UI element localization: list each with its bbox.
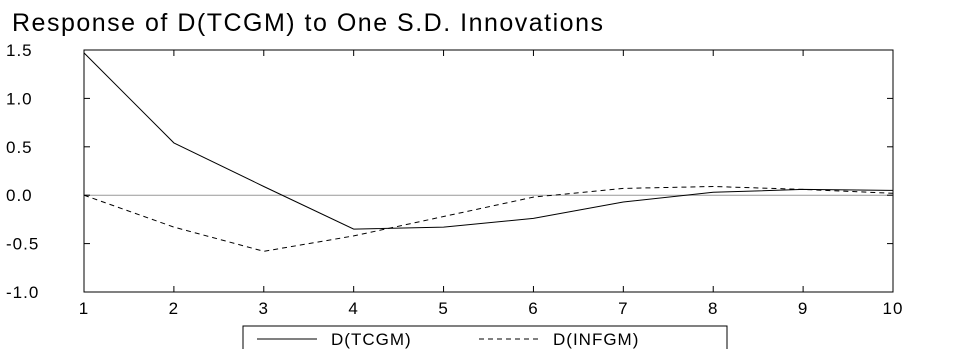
x-tick-label: 6	[528, 299, 538, 318]
y-tick-label: -0.5	[6, 235, 39, 254]
x-axis: 1 2 3 4 5 6 7 8 9 10	[79, 50, 904, 318]
x-tick-label: 4	[348, 299, 358, 318]
x-tick-label: 10	[883, 299, 904, 318]
legend-box	[242, 325, 728, 349]
x-tick-label: 3	[259, 299, 269, 318]
x-tick-label: 2	[169, 299, 179, 318]
y-tick-label: 0.0	[6, 186, 33, 205]
chart-title: Response of D(TCGM) to One S.D. Innovati…	[12, 9, 605, 37]
y-tick-label: -1.0	[6, 283, 39, 302]
y-axis: 1.5 1.0 0.5 0.0 -0.5 -1.0	[6, 41, 893, 302]
series-group	[83, 52, 894, 252]
plot-frame	[83, 49, 894, 293]
y-tick-label: 1.0	[6, 89, 33, 108]
legend-label: D(INFGM)	[553, 330, 639, 349]
x-tick-label: 5	[438, 299, 448, 318]
x-tick-label: 7	[618, 299, 628, 318]
x-tick-label: 1	[79, 299, 89, 318]
legend-label: D(TCGM)	[331, 330, 412, 349]
x-tick-label: 8	[708, 299, 718, 318]
plot-area	[83, 49, 894, 293]
y-tick-label: 1.5	[6, 41, 33, 60]
y-tick-label: 0.5	[6, 138, 33, 157]
series-line-d-infgm	[83, 185, 894, 252]
series-line-d-tcgm	[83, 52, 894, 230]
x-tick-label: 9	[798, 299, 808, 318]
legend: D(TCGM) D(INFGM)	[242, 325, 728, 349]
